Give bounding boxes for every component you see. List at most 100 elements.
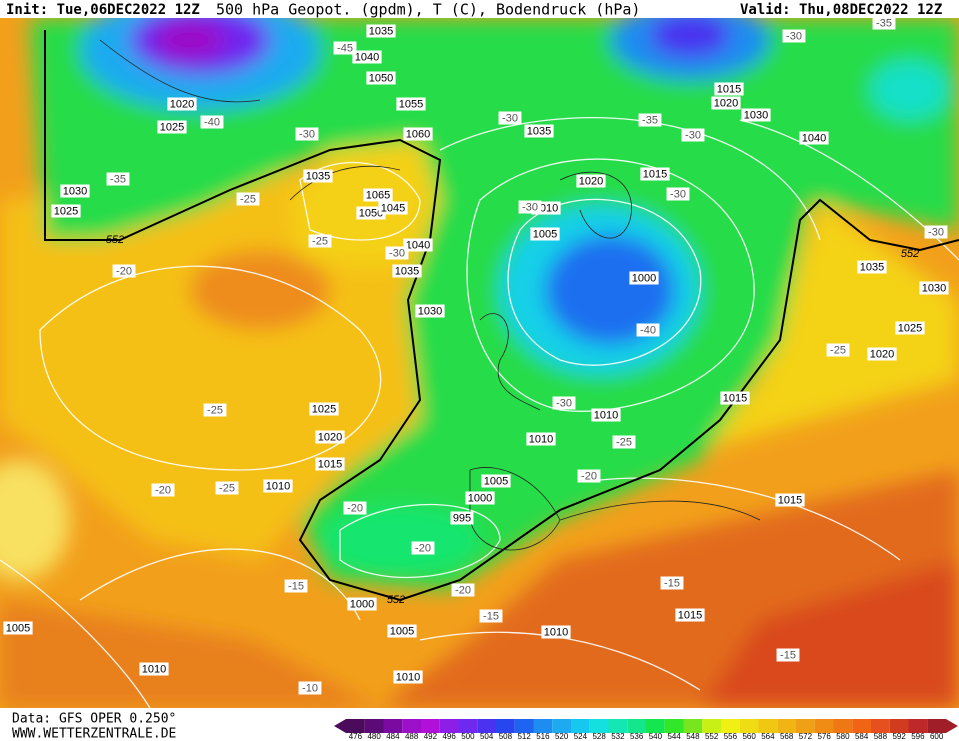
pressure-label-box [392,264,422,278]
temperature-label: -25 [616,436,632,448]
temperature-label: -30 [786,30,802,42]
temperature-label: -35 [642,114,658,126]
pressure-label-box [352,50,382,64]
legend-swatch [496,719,515,733]
legend-swatch [533,719,553,733]
legend-swatch [758,719,778,733]
pressure-label-box [799,131,829,145]
temperature-label-box [343,501,367,515]
legend-value: 552 [705,732,719,741]
legend-value: 540 [649,732,663,741]
temperature-label-box [681,128,705,142]
pressure-label-box [387,624,417,638]
legend-swatch [346,719,365,733]
temperature-label-box [552,396,576,410]
website: WWW.WETTERZENTRALE.DE [12,727,176,741]
temperature-label: -25 [219,482,235,494]
legend-value: 516 [536,732,550,741]
temperature-label: -15 [288,580,304,592]
pressure-label: 1040 [355,51,379,63]
temperature-label: -10 [302,682,318,694]
pressure-label: 1000 [350,598,374,610]
pressure-label-box [857,260,887,274]
legend-value: 564 [761,732,775,741]
pressure-label: 1000 [632,272,656,284]
legend-value: 548 [686,732,700,741]
pressure-label: 1040 [802,132,826,144]
pressure-label: 995 [453,512,471,524]
pressure-label-box [895,321,925,335]
pressure-label: 1025 [54,205,78,217]
legend-value: 596 [911,732,925,741]
temperature-label-box [236,192,260,206]
pressure-label-box [714,82,744,96]
pressure-label-box [711,96,741,110]
temperature-label-box [826,343,850,357]
temperature-label-box [666,187,690,201]
pressure-label: 1020 [318,431,342,443]
temperature-label-box [385,246,409,260]
legend-value: 476 [349,732,363,741]
pressure-label-box [263,479,293,493]
legend-swatch [364,719,384,733]
pressure-label-box [303,169,333,183]
pressure-label: 1010 [529,433,553,445]
temperature-label: -35 [110,173,126,185]
map [0,18,959,708]
legend-swatch [871,719,890,733]
legend-swatch [927,719,946,733]
legend-swatch [683,719,703,733]
pressure-label-box [403,238,433,252]
temperature-label-box [872,16,896,30]
legend-value: 508 [499,732,513,741]
pressure-label-box [465,491,495,505]
pressure-label: 1005 [484,475,508,487]
temperature-label-box [518,200,542,214]
temperature-label: -25 [830,344,846,356]
pressure-label: 1015 [778,494,802,506]
pressure-label: 1010 [544,626,568,638]
legend-value: 500 [461,732,475,741]
pressure-label-box [393,670,423,684]
pressure-label-box [139,662,169,676]
temperature-label: -25 [207,404,223,416]
pressure-label: 1015 [723,392,747,404]
legend-value: 580 [836,732,850,741]
temperature-label-box [215,481,239,495]
legend-value: 560 [742,732,756,741]
temperature-label-box [298,681,322,695]
legend-swatch [402,719,421,733]
legend-value: 524 [574,732,588,741]
legend-swatch [796,719,815,733]
legend-value: 532 [611,732,625,741]
pressure-label-box [720,391,750,405]
legend-value: 492 [424,732,438,741]
temperature-label-box [284,579,308,593]
pressure-label-box [315,430,345,444]
pressure-label-box [576,174,606,188]
legend-arrow-left [334,719,346,733]
pressure-label-box [366,71,396,85]
pressure-label: 1030 [922,282,946,294]
legend-value: 556 [724,732,738,741]
pressure-label: 1035 [860,261,884,273]
pressure-label: 1040 [406,239,430,251]
pressure-label: 1035 [306,170,330,182]
temperature-label-box [295,127,319,141]
pressure-label: 1010 [142,663,166,675]
pressure-label-box [309,402,339,416]
pressure-label-box [51,204,81,218]
pressure-label-box [378,201,408,215]
temperature-label: -40 [640,324,656,336]
temperature-label-box [577,469,601,483]
legend-arrow-right [946,719,958,733]
temperature-label: -40 [204,116,220,128]
legend-value: 480 [367,732,381,741]
legend-swatch [421,719,440,733]
pressure-label-box [640,167,670,181]
pressure-label-box [775,493,805,507]
legend-value: 544 [667,732,681,741]
temperature-label-box [308,234,332,248]
pressure-label-box [366,24,396,38]
